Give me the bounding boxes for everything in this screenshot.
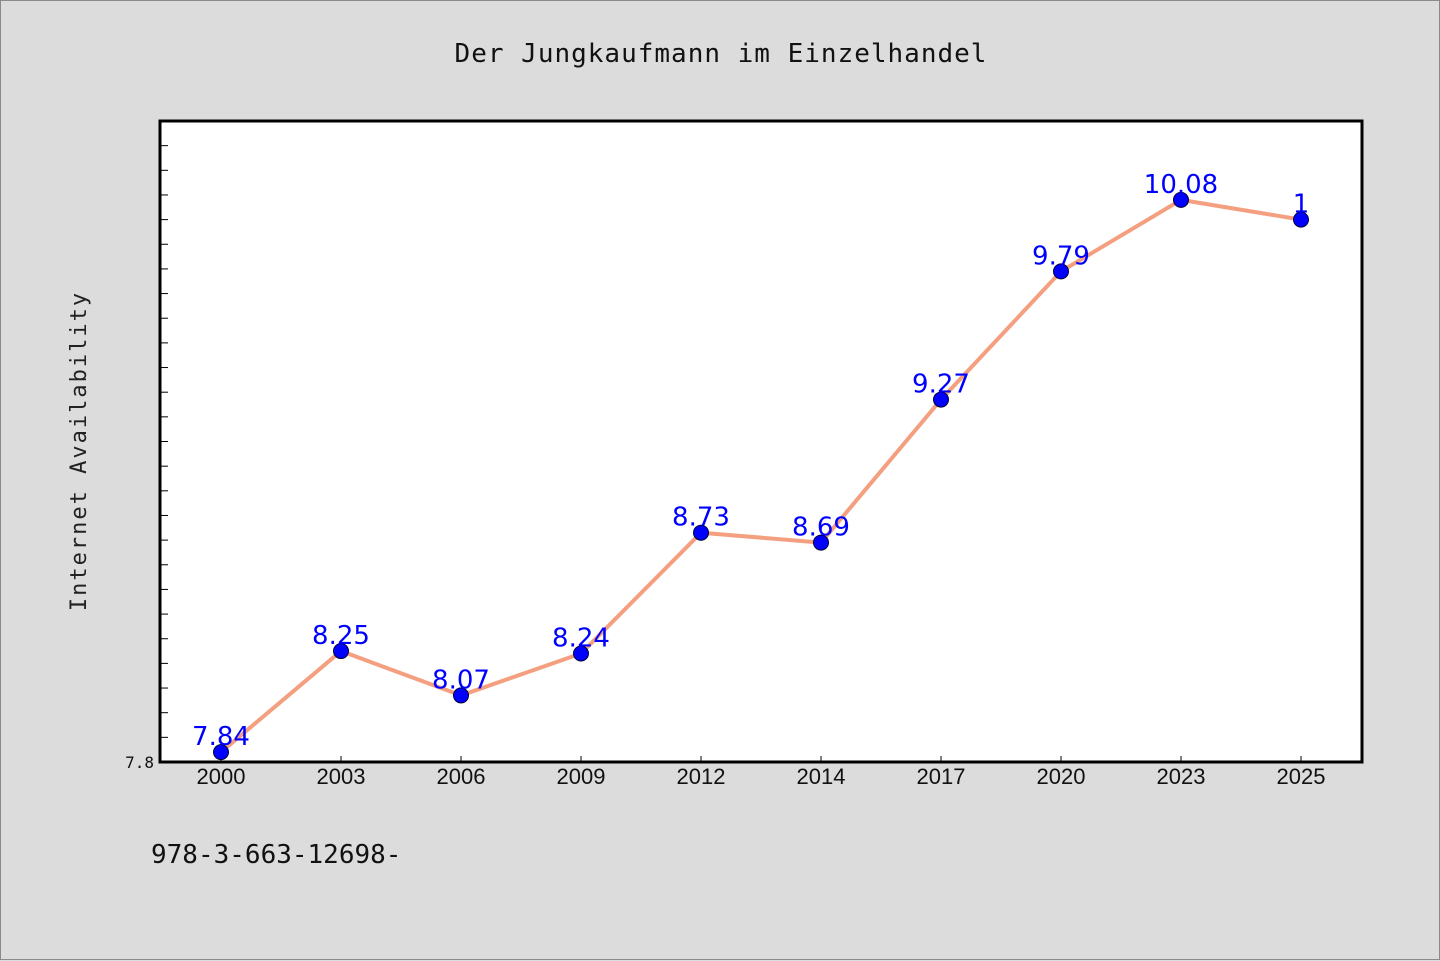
data-point [1293, 211, 1309, 228]
data-point [693, 524, 709, 541]
data-point [1053, 263, 1069, 280]
data-label: 1 [1293, 190, 1310, 220]
x-tick-label: 2009 [557, 764, 606, 789]
data-point [1173, 191, 1189, 208]
data-point [333, 643, 349, 660]
data-label: 7.84 [192, 722, 250, 752]
x-tick-label: 2000 [197, 764, 246, 789]
data-label: 10.08 [1144, 170, 1218, 200]
data-label: 8.24 [552, 624, 610, 654]
x-tick-label: 2006 [437, 764, 486, 789]
x-tick-label: 2023 [1157, 764, 1206, 789]
y-axis-label: Internet Availability [67, 291, 92, 611]
footnote-isbn: 978-3-663-12698- [151, 840, 401, 870]
y-tick-label: 7.8 [125, 753, 154, 772]
data-point [453, 687, 469, 704]
data-point [933, 391, 949, 408]
data-point [213, 744, 229, 761]
series-group: 7.84 8.25 8.07 8.24 8.73 8.69 9.27 9.79 10.08 1 [192, 170, 1310, 761]
x-tick-label: 2003 [317, 764, 366, 789]
x-axis-tick-labels: 2000 2003 2006 2009 2012 2014 2017 2020 2023 2025 [197, 756, 1326, 789]
data-label: 8.25 [312, 621, 370, 651]
y-axis-ticks: 7.8 [125, 145, 168, 772]
x-tick-label: 2020 [1037, 764, 1086, 789]
plot-area [158, 119, 1364, 764]
data-label: 8.73 [672, 503, 730, 533]
chart-title: Der Jungkaufmann im Einzelhandel [455, 39, 988, 69]
series-line [219, 197, 1302, 754]
x-tick-label: 2014 [797, 764, 846, 789]
data-label: 9.79 [1032, 241, 1090, 271]
data-point [813, 534, 829, 551]
data-label: 8.07 [432, 665, 490, 695]
data-label: 8.69 [792, 513, 850, 543]
x-tick-label: 2017 [917, 764, 966, 789]
x-tick-label: 2025 [1277, 764, 1326, 789]
data-point [573, 645, 589, 662]
data-label: 9.27 [912, 370, 970, 400]
x-tick-label: 2012 [677, 764, 726, 789]
